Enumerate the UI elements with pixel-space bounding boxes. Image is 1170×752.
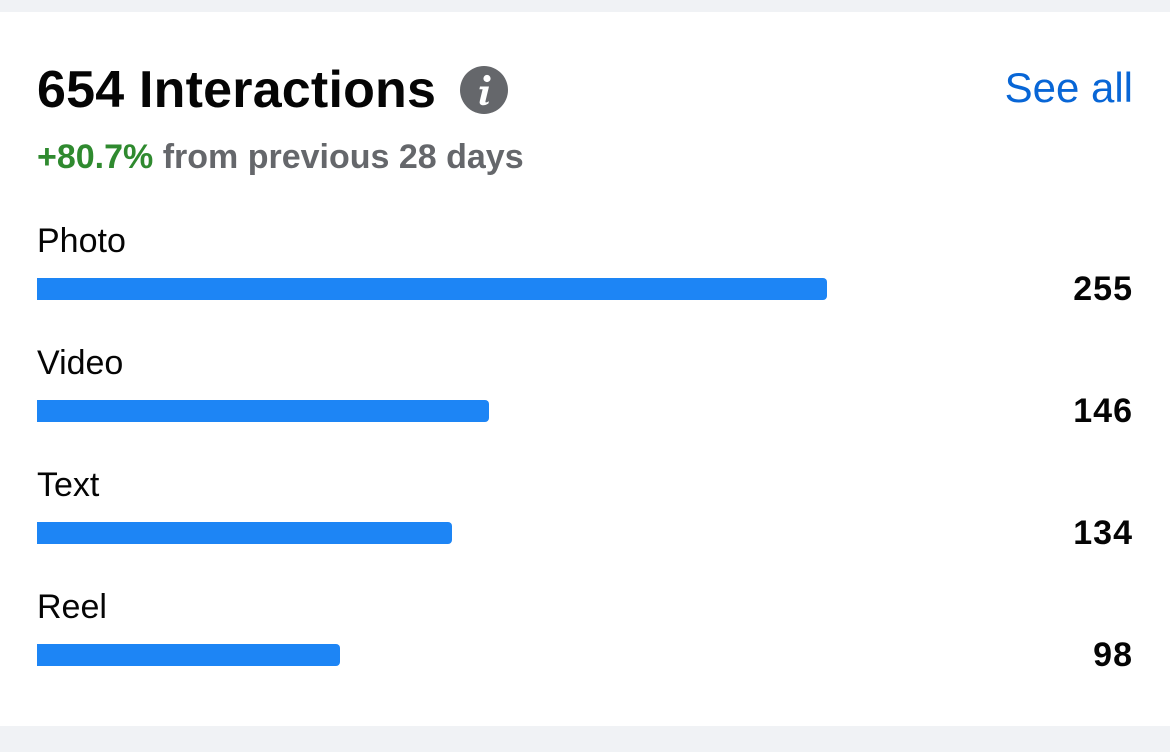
- row-label: Video: [37, 344, 124, 382]
- info-icon[interactable]: [460, 66, 509, 114]
- bar-text: [37, 522, 452, 544]
- row-value: 98: [1093, 636, 1133, 674]
- bar-track: [37, 522, 997, 544]
- change-summary: +80.7% from previous 28 days: [37, 136, 524, 178]
- bar-track: [37, 644, 997, 666]
- row-value: 134: [1073, 514, 1133, 552]
- page-title: 654 Interactions: [37, 61, 437, 119]
- bar-video: [37, 400, 490, 422]
- bar-track: [37, 400, 997, 422]
- card-header: 654 Interactions: [37, 60, 509, 120]
- bar-photo: [37, 278, 827, 300]
- bar-track: [37, 278, 997, 300]
- change-period: from previous 28 days: [153, 138, 524, 176]
- change-percent: +80.7%: [37, 138, 154, 176]
- see-all-link[interactable]: See all: [1004, 64, 1133, 111]
- breakdown-row-photo: Photo 255: [37, 220, 1133, 342]
- row-value: 146: [1073, 392, 1133, 430]
- bar-reel: [37, 644, 341, 666]
- breakdown-row-video: Video 146: [37, 342, 1133, 464]
- interactions-breakdown: Photo 255 Video 146 Text 134 Reel 98: [37, 220, 1133, 708]
- row-label: Text: [37, 466, 100, 504]
- breakdown-row-text: Text 134: [37, 464, 1133, 586]
- row-label: Reel: [37, 588, 107, 626]
- interactions-card: 654 Interactions See all +80.7% from pre…: [0, 12, 1170, 726]
- breakdown-row-reel: Reel 98: [37, 586, 1133, 708]
- row-label: Photo: [37, 222, 126, 260]
- row-value: 255: [1073, 270, 1133, 308]
